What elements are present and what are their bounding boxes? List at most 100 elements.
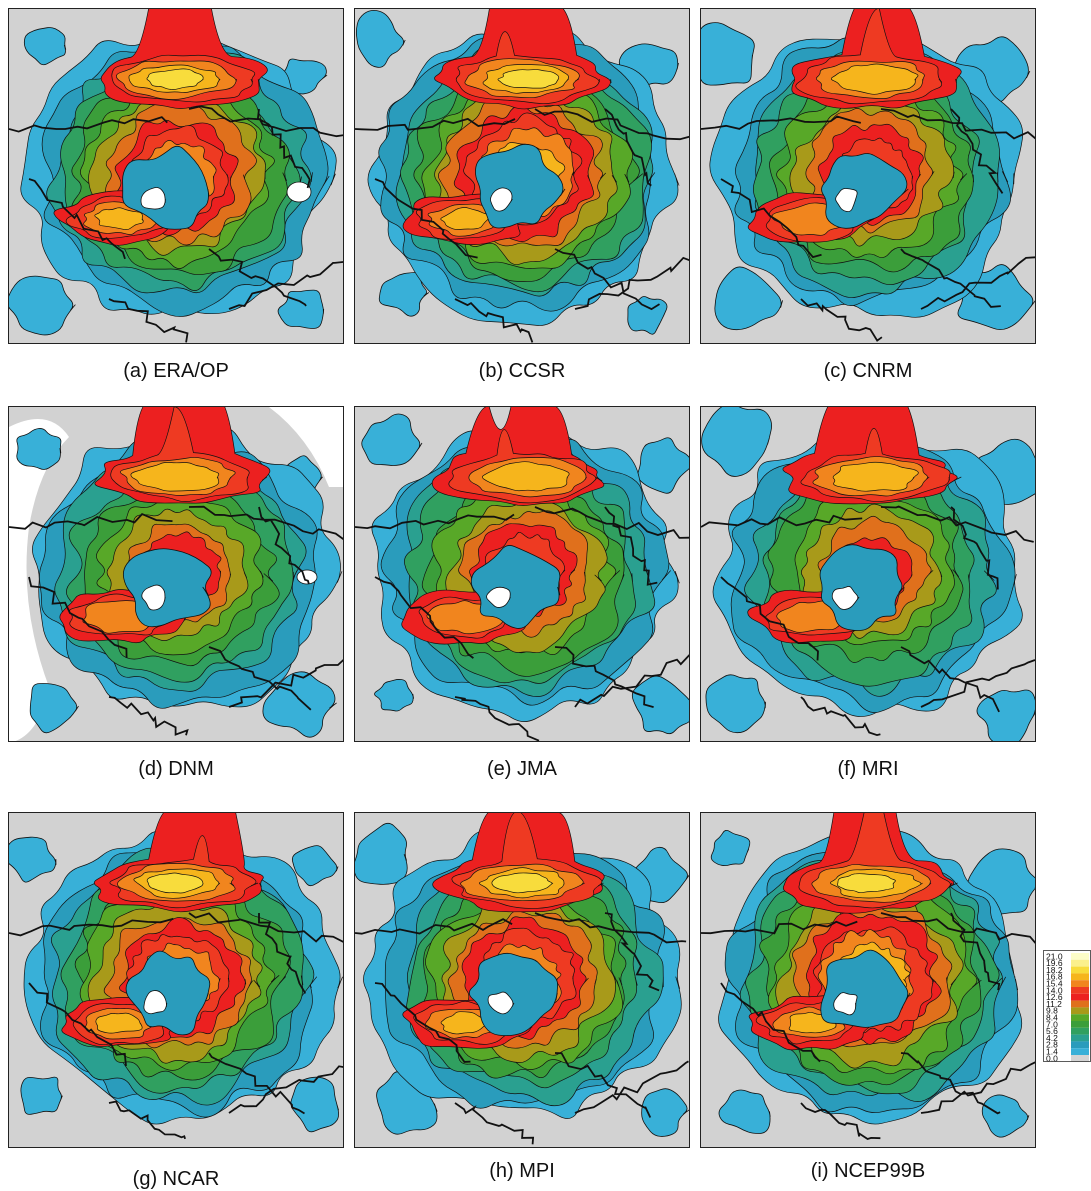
map-panel-g — [8, 812, 344, 1148]
legend-label: 4.2 — [1046, 1033, 1058, 1043]
map-panel-b — [354, 8, 690, 344]
polar-hole — [833, 992, 858, 1016]
panel-caption-b: (b) CCSR — [478, 360, 566, 382]
coastline — [701, 505, 1035, 737]
legend-label: 15.4 — [1046, 979, 1063, 989]
contour-map-f — [701, 407, 1035, 741]
outer-contour-patch — [290, 1076, 339, 1133]
outer-contour-patch — [637, 437, 689, 494]
contour-map-a — [9, 9, 343, 343]
legend-label: 0.0 — [1046, 1053, 1058, 1062]
jet-core-contour — [491, 872, 554, 894]
outer-contour-patch — [976, 689, 1035, 741]
coastline — [355, 506, 689, 741]
jet-core-contour — [146, 68, 204, 90]
outer-contour-patch — [9, 836, 57, 883]
polar-hole — [487, 991, 515, 1015]
jet-core-contour — [837, 873, 896, 894]
polar-hole — [835, 188, 858, 213]
white-patch — [296, 569, 318, 585]
coastline — [701, 912, 1035, 1140]
contour-map-e — [355, 407, 689, 741]
legend-swatch — [1071, 1055, 1089, 1062]
legend-label: 18.2 — [1046, 965, 1063, 975]
coastline — [701, 108, 1035, 342]
legend-swatch — [1071, 973, 1089, 981]
legend-swatch — [1071, 953, 1089, 960]
legend-label: 21.0 — [1046, 951, 1063, 961]
color-scale-legend: 21.0 19.6 18.2 16.8 15.4 14.0 12.6 11.2 9.8 8.4 7.… — [1043, 950, 1091, 1067]
legend-label: 7.0 — [1046, 1019, 1058, 1029]
legend-label: 1.4 — [1046, 1047, 1058, 1057]
outer-contour-patch — [710, 829, 751, 867]
outer-contour-patch — [981, 1094, 1030, 1138]
map-panel-d — [8, 406, 344, 742]
panel-caption-d: (d) DNM — [138, 758, 214, 780]
legend-swatch — [1071, 1000, 1089, 1008]
outer-contour-patch — [9, 275, 76, 336]
panel-caption-a: (a) ERA/OP — [123, 360, 229, 382]
panel-caption-e: (e) JMA — [487, 758, 557, 780]
jet-core-contour — [146, 872, 204, 894]
map-panel-c — [700, 8, 1036, 344]
outer-contour-patch — [631, 675, 689, 735]
outer-contour-patch — [701, 407, 772, 477]
outer-contour-patch — [355, 822, 408, 885]
storm-track-contour — [94, 207, 144, 231]
legend-swatch — [1071, 980, 1089, 987]
contour-map-g — [9, 813, 343, 1147]
coastline — [9, 912, 343, 1140]
jet-core-contour — [497, 69, 560, 89]
legend-label: 8.4 — [1046, 1013, 1058, 1023]
outer-contour-patch — [705, 674, 766, 734]
legend-label: 11.2 — [1046, 999, 1062, 1009]
coastline — [355, 108, 689, 343]
outer-contour-patch — [291, 845, 339, 887]
legend-label: 16.8 — [1046, 972, 1063, 982]
legend-swatch — [1071, 1007, 1089, 1015]
outer-contour-patch — [701, 22, 755, 86]
storm-track-contour — [95, 1012, 143, 1034]
panel-caption-i: (i) NCEP99B — [810, 1160, 926, 1182]
outer-contour-patch — [23, 27, 67, 66]
polar-hole — [140, 187, 166, 210]
outer-contour-patch — [361, 413, 423, 466]
legend-swatch — [1071, 1021, 1089, 1028]
storm-track-contour — [440, 1011, 492, 1035]
legend-swatch — [1071, 993, 1089, 1001]
panel-caption-f: (f) MRI — [837, 758, 899, 780]
jet-core-contour — [832, 461, 919, 492]
polar-hole — [490, 187, 513, 212]
panel-caption-g: (g) NCAR — [132, 1168, 220, 1190]
legend-swatch — [1071, 959, 1089, 967]
outer-contour-patch — [262, 671, 337, 738]
legend-swatch — [1071, 966, 1089, 974]
map-panel-e — [354, 406, 690, 742]
panel-caption-c: (c) CNRM — [823, 360, 913, 382]
polar-minimum — [470, 545, 561, 629]
polar-hole — [831, 586, 860, 610]
outer-contour-patch — [374, 679, 414, 712]
contour-map-d — [9, 407, 343, 741]
map-panel-h — [354, 812, 690, 1148]
map-panel-a — [8, 8, 344, 344]
contour-map-c — [701, 9, 1035, 343]
outer-contour-patch — [714, 266, 783, 331]
coastline — [355, 912, 689, 1145]
legend-swatch — [1071, 987, 1089, 994]
legend-label: 12.6 — [1046, 992, 1063, 1002]
outer-contour-patch — [16, 428, 62, 470]
legend-swatch — [1071, 1041, 1089, 1049]
polar-minimum — [468, 952, 559, 1037]
polar-hole — [141, 584, 166, 611]
coastline — [9, 505, 343, 736]
jet-core-contour — [481, 461, 570, 492]
map-panel-i — [700, 812, 1036, 1148]
legend-swatch — [1071, 1014, 1089, 1021]
contour-map-b — [355, 9, 689, 343]
legend-svg: 21.019.618.216.815.414.012.611.29.88.47.… — [1043, 950, 1091, 1063]
polar-hole — [486, 586, 511, 608]
legend-label: 9.8 — [1046, 1006, 1058, 1016]
polar-minimum — [125, 950, 211, 1036]
contour-map-i — [701, 813, 1035, 1147]
